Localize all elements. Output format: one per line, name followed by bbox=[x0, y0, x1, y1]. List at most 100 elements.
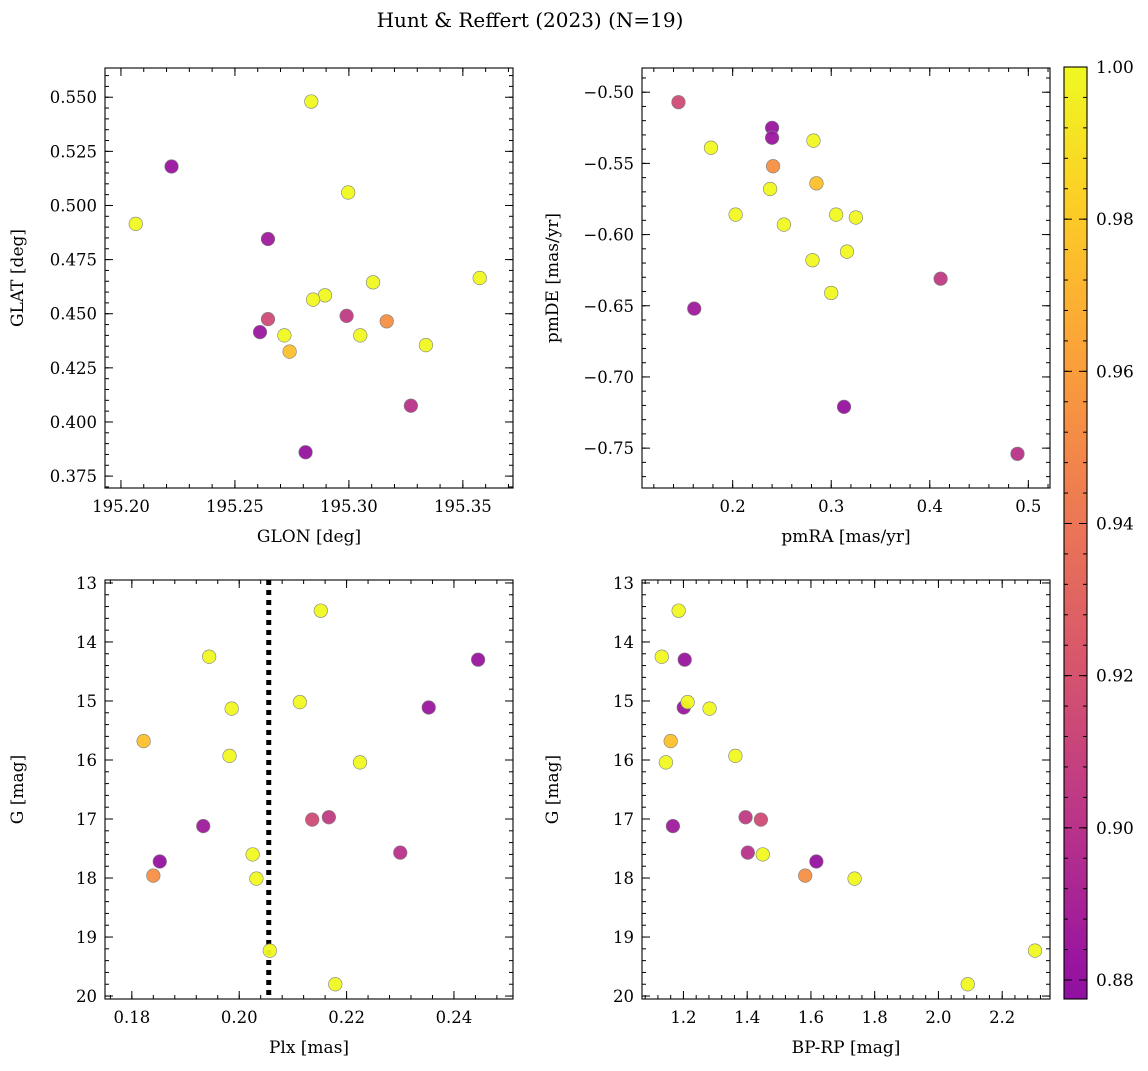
data-point bbox=[298, 445, 313, 460]
data-point bbox=[809, 854, 824, 869]
data-point bbox=[824, 285, 839, 301]
data-point bbox=[702, 701, 717, 716]
x-tick-label: 1.8 bbox=[862, 1008, 888, 1027]
x-tick-label: 0.5 bbox=[1015, 497, 1041, 516]
y-tick-label: −0.60 bbox=[583, 226, 634, 245]
data-point bbox=[848, 210, 863, 225]
panel-glon-glat: 195.20 195.25 195.30 195.35 0.375 0.400 0.425 0… bbox=[8, 67, 514, 547]
data-point bbox=[202, 649, 217, 664]
colorbar-frame bbox=[1063, 66, 1088, 1000]
data-point bbox=[282, 344, 297, 359]
data-point bbox=[306, 292, 321, 307]
axis-ticks bbox=[642, 580, 1050, 999]
y-tick-label: −0.75 bbox=[583, 439, 634, 458]
y-tick-label: 0.525 bbox=[50, 142, 97, 161]
data-point bbox=[805, 253, 820, 268]
panel-plx-g: 0.18 0.20 0.22 0.24 13 14 15 16 17 18 19 20 Plx [mas… bbox=[8, 574, 514, 1058]
data-point bbox=[960, 977, 975, 992]
data-point bbox=[146, 868, 161, 883]
data-point bbox=[262, 943, 277, 958]
x-tick-label: 0.2 bbox=[720, 497, 746, 516]
data-point bbox=[352, 755, 368, 770]
x-tick-label: 195.20 bbox=[92, 497, 150, 516]
plot-frame bbox=[641, 67, 1051, 489]
y-tick-label: −0.50 bbox=[583, 83, 634, 102]
data-point bbox=[152, 854, 167, 869]
data-point bbox=[328, 977, 343, 992]
x-tick-label: 2.0 bbox=[925, 1008, 951, 1027]
data-point bbox=[339, 308, 354, 323]
figure-title: Hunt & Reffert (2023) (N=19) bbox=[377, 8, 684, 32]
axis-ticks bbox=[105, 580, 513, 999]
data-point bbox=[341, 185, 356, 200]
data-point bbox=[421, 700, 436, 715]
data-point bbox=[249, 871, 264, 886]
y-tick-label: 13 bbox=[76, 574, 97, 593]
x-tick-label: 0.4 bbox=[917, 497, 943, 516]
panel-pmra-pmde: 0.2 0.3 0.4 0.5 −0.75 −0.70 −0.65 −0.60 −0.55 −0.… bbox=[543, 67, 1051, 547]
data-point bbox=[245, 847, 260, 862]
data-point bbox=[471, 652, 486, 667]
data-point bbox=[809, 176, 824, 191]
y-tick-label: 16 bbox=[76, 751, 97, 770]
y-tick-label: 20 bbox=[613, 987, 634, 1006]
data-point bbox=[292, 695, 307, 710]
data-point bbox=[763, 181, 778, 197]
data-point bbox=[654, 649, 669, 664]
data-point bbox=[196, 818, 211, 834]
y-tick-label: 17 bbox=[76, 810, 97, 829]
y-tick-label: 0.550 bbox=[50, 88, 97, 107]
data-point bbox=[663, 734, 678, 749]
y-tick-label: 18 bbox=[76, 869, 97, 888]
y-tick-label: 15 bbox=[76, 692, 97, 711]
data-point bbox=[260, 231, 276, 247]
data-point bbox=[321, 810, 336, 825]
y-tick-label: −0.70 bbox=[583, 368, 634, 387]
y-tick-label: 0.500 bbox=[50, 196, 97, 215]
x-axis-label: BP-RP [mag] bbox=[792, 1038, 901, 1058]
data-point bbox=[136, 734, 151, 749]
y-tick-label: 16 bbox=[613, 751, 634, 770]
y-tick-label: 20 bbox=[76, 987, 97, 1006]
data-point bbox=[839, 244, 855, 259]
colorbar: 0.88 0.90 0.92 0.94 0.96 0.98 1.00 bbox=[1063, 58, 1134, 1000]
x-tick-label: 0.22 bbox=[328, 1008, 365, 1027]
y-axis-label: G [mag] bbox=[543, 755, 563, 824]
x-tick-label: 0.20 bbox=[221, 1008, 258, 1027]
data-point bbox=[740, 845, 755, 860]
y-tick-label: 0.425 bbox=[50, 359, 97, 378]
data-point bbox=[1027, 943, 1043, 958]
y-tick-label: 0.450 bbox=[50, 305, 97, 324]
data-point bbox=[128, 216, 143, 231]
colorbar-tick-label: 0.90 bbox=[1096, 819, 1134, 839]
y-tick-label: 0.400 bbox=[50, 413, 97, 432]
data-point bbox=[829, 207, 844, 222]
data-point bbox=[365, 275, 381, 290]
data-point bbox=[776, 217, 792, 232]
axis-ticks bbox=[105, 68, 513, 488]
data-point bbox=[393, 845, 408, 860]
data-point bbox=[680, 695, 695, 710]
y-axis-label: pmDE [mas/yr] bbox=[543, 213, 563, 343]
data-point bbox=[738, 810, 753, 825]
panel-bprp-g: 1.2 1.4 1.6 1.8 2.0 2.2 13 14 15 16 17 18 19 20 BP-RP … bbox=[543, 574, 1051, 1058]
data-point bbox=[765, 159, 781, 174]
data-point bbox=[260, 312, 276, 327]
y-tick-label: −0.55 bbox=[583, 154, 634, 173]
x-tick-label: 1.6 bbox=[798, 1008, 824, 1027]
colorbar-tick-label: 0.96 bbox=[1096, 362, 1134, 382]
colorbar-tick-label: 0.92 bbox=[1096, 667, 1134, 687]
data-point bbox=[305, 812, 320, 827]
y-tick-label: 13 bbox=[613, 574, 634, 593]
colorbar-tick-label: 0.88 bbox=[1096, 971, 1134, 991]
plot-frame bbox=[641, 579, 1051, 1000]
colorbar-gradient bbox=[1064, 67, 1087, 999]
y-tick-label: 15 bbox=[613, 692, 634, 711]
x-tick-label: 195.25 bbox=[206, 497, 264, 516]
y-tick-label: 14 bbox=[76, 633, 97, 652]
data-point bbox=[728, 207, 743, 222]
y-tick-label: −0.65 bbox=[583, 297, 634, 316]
data-point bbox=[164, 159, 179, 174]
